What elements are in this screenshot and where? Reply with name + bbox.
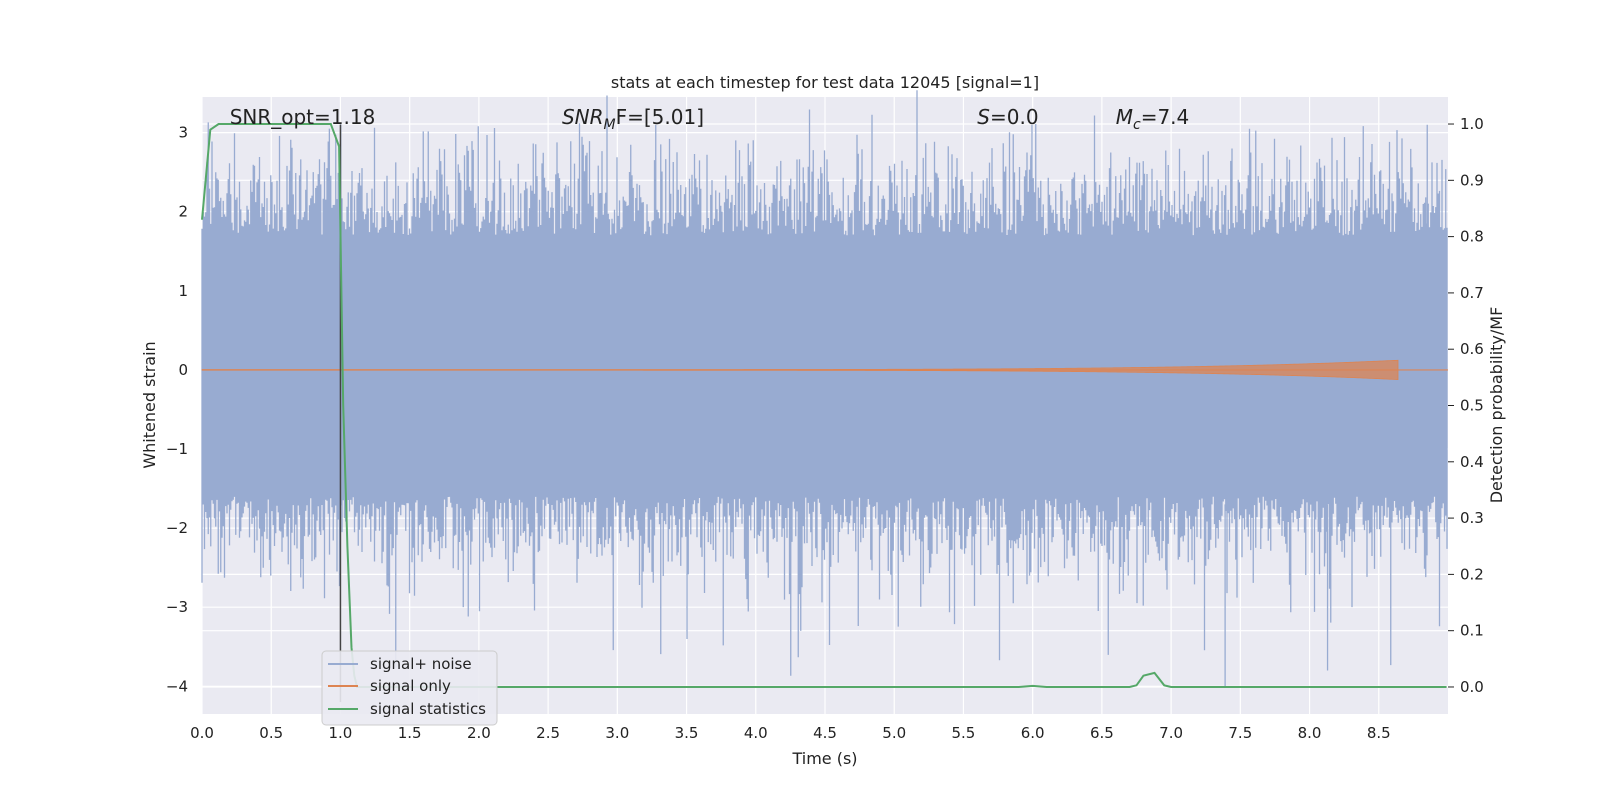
annotation-chirp-mass-sub: c	[1133, 117, 1141, 133]
x-tick-label: 1.0	[329, 724, 353, 742]
right-tick-label: 0.3	[1460, 509, 1484, 527]
x-tick-label: 3.5	[675, 724, 699, 742]
y-tick-label: 2	[178, 203, 188, 221]
x-tick-label: 2.5	[536, 724, 560, 742]
x-tick-label: 6.5	[1090, 724, 1114, 742]
right-axis-label: Detection probability/MF	[1487, 307, 1506, 504]
right-tick-label: 0.8	[1460, 228, 1484, 246]
annotation-chirp-mass-suffix: =7.4	[1141, 105, 1190, 129]
annotations: SNR_opt=1.18 SNRMF=[5.01] S=0.0 Mc=7.4	[230, 105, 1190, 133]
annotation-s-stat-prefix: S	[977, 105, 990, 129]
y-tick-label: −2	[166, 519, 188, 537]
annotation-snr-opt: SNR_opt=1.18	[230, 105, 376, 129]
signal-statistics-line	[201, 123, 1447, 688]
annotation-snr-mf-sub: M	[604, 117, 616, 133]
right-tick-label: 0.9	[1460, 171, 1484, 189]
annotation-s-stat-suffix: =0.0	[990, 105, 1039, 129]
right-tick-label: 0.1	[1460, 622, 1484, 640]
annotation-s-stat: S=0.0	[977, 105, 1038, 129]
y-tick-label: −3	[166, 598, 188, 616]
annotation-snr-mf-prefix: SNR	[562, 105, 604, 129]
annotation-chirp-mass-prefix: M	[1116, 105, 1133, 129]
legend-box	[321, 650, 498, 726]
x-tick-label: 8.0	[1298, 724, 1322, 742]
x-tick-label: 4.5	[813, 724, 837, 742]
right-tick-label: 0.6	[1460, 340, 1484, 358]
signal-statistics-series	[201, 123, 1447, 688]
x-tick-label: 7.5	[1228, 724, 1252, 742]
x-tick-label: 0.0	[190, 724, 214, 742]
x-tick-label: 0.5	[259, 724, 283, 742]
right-tick-label: 0.2	[1460, 565, 1484, 583]
y-tick-label: 1	[178, 282, 188, 300]
right-tick-label: 0.0	[1460, 678, 1484, 696]
x-tick-label: 3.0	[605, 724, 629, 742]
annotation-chirp-mass: Mc=7.4	[1116, 105, 1190, 133]
y-tick-label: −4	[166, 677, 188, 695]
x-axis-label: Time (s)	[791, 749, 857, 768]
x-tick-label: 2.0	[467, 724, 491, 742]
x-tick-label: 4.0	[744, 724, 768, 742]
y-tick-label: 3	[178, 124, 188, 142]
y-axis-label: Whitened strain	[140, 341, 159, 468]
x-tick-label: 7.0	[1159, 724, 1183, 742]
x-tick-label: 5.0	[882, 724, 906, 742]
right-tick-label: 1.0	[1460, 115, 1484, 133]
x-tick-label: 8.5	[1367, 724, 1391, 742]
legend: signal+ noise signal only signal statist…	[321, 650, 498, 726]
y-tick-label: −1	[166, 440, 188, 458]
legend-label-signal-noise: signal+ noise	[370, 655, 472, 673]
chart-title: stats at each timestep for test data 120…	[611, 73, 1039, 92]
legend-label-signal-only: signal only	[370, 677, 451, 695]
annotation-snr-mf-suffix: F=[5.01]	[616, 105, 704, 129]
legend-label-signal-statistics: signal statistics	[370, 700, 486, 718]
x-tick-label: 6.0	[1021, 724, 1045, 742]
x-tick-label: 5.5	[952, 724, 976, 742]
signal-only-series	[201, 359, 1448, 380]
right-tick-label: 0.4	[1460, 453, 1484, 471]
annotation-snr-mf: SNRMF=[5.01]	[562, 105, 704, 133]
x-tick-label: 1.5	[398, 724, 422, 742]
y-axis-ticks: −4 −3 −2 −1 0 1 2 3	[166, 124, 188, 696]
right-axis-ticks: 0.0 0.1 0.2 0.3 0.4 0.5 0.6 0.7 0.8 0.9 1.0	[1448, 115, 1484, 696]
right-tick-label: 0.5	[1460, 397, 1484, 415]
right-tick-label: 0.7	[1460, 284, 1484, 302]
x-axis-ticks: 0.0 0.5 1.0 1.5 2.0 2.5 3.0 3.5 4.0 4.5 5.0 5.5 6.0 6…	[190, 724, 1391, 742]
y-tick-label: 0	[178, 361, 188, 379]
